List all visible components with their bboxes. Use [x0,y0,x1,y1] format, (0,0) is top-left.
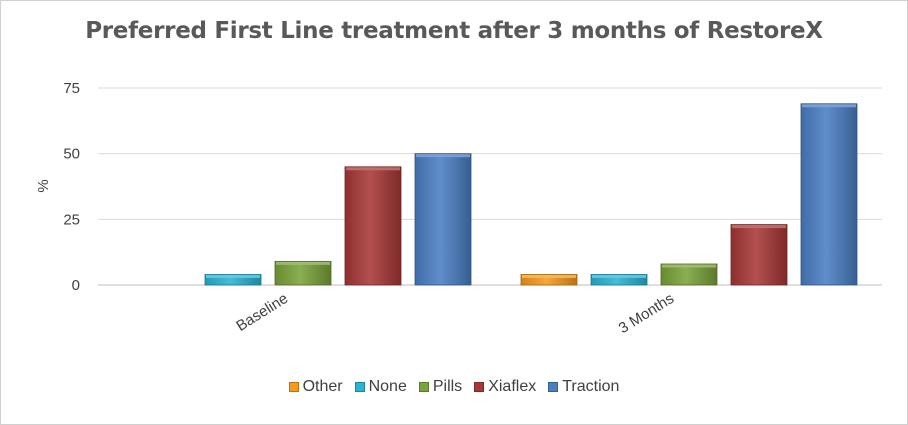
legend-item-other: Other [288,378,343,396]
bar-none-baseline [204,274,262,286]
legend-swatch [548,382,559,392]
legend-item-xiaflex: Xiaflex [474,378,536,396]
chart-title: Preferred First Line treatment after 3 m… [85,18,823,44]
x-axis-ticks: Baseline 3 Months [233,290,677,337]
bar-other-3-months [520,274,578,286]
bar-bevel [732,225,786,229]
y-tick-label: 50 [63,146,80,163]
bar-pills-3-months [660,263,718,286]
legend-swatch [354,382,365,392]
x-tick-label: Baseline [233,290,291,335]
bar-traction-3-months [800,103,858,286]
legend-item-none: None [354,378,407,396]
bar-bevel [662,264,716,268]
bar-bevel [206,274,260,278]
bar-bevel [522,274,576,278]
bar-bevel [592,274,646,278]
bar-xiaflex-3-months [730,224,788,286]
bar-bevel [346,167,400,171]
legend-swatch [288,382,299,392]
legend: Other None Pills Xiaflex Traction [0,378,908,396]
legend-label: Traction [562,378,620,395]
legend-item-pills: Pills [418,378,463,396]
legend-label: Pills [432,378,463,395]
legend-label: None [368,378,407,395]
legend-item-traction: Traction [548,378,619,396]
y-axis-title: % [35,179,52,192]
x-tick-label: 3 Months [616,290,677,337]
bar-bevel [802,104,856,108]
bar-xiaflex-baseline [344,166,402,286]
y-tick-label: 75 [63,80,80,97]
y-tick-label: 0 [72,277,80,294]
y-axis-ticks: 0 25 50 75 [63,80,80,294]
bar-bevel [276,261,330,265]
legend-label: Xiaflex [488,378,537,395]
legend-swatch [418,382,429,392]
bar-bevel [416,154,470,158]
gridlines [98,87,882,286]
legend-label: Other [302,378,343,395]
bars [204,103,858,286]
bar-pills-baseline [274,260,332,286]
bar-traction-baseline [414,153,472,286]
bar-none-3-months [590,274,648,286]
y-tick-label: 25 [63,211,80,228]
legend-swatch [474,382,485,392]
